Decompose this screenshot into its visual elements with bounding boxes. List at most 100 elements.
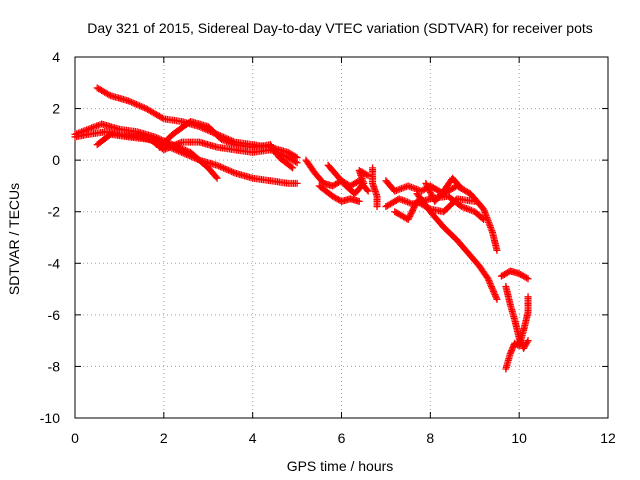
data-point [489, 286, 497, 294]
data-point [524, 293, 532, 301]
data-point [422, 179, 430, 187]
series-track-12 [391, 195, 479, 223]
data-point [220, 164, 228, 172]
tick-labels: 0 2 4 6 8 10 12 -10 -8 -6 -4 -2 0 2 4 [40, 49, 616, 446]
data-point [411, 202, 419, 210]
data-point [452, 196, 460, 204]
data-point [292, 158, 300, 166]
data-point [137, 102, 145, 110]
data-point [165, 144, 173, 152]
data-point [154, 134, 162, 142]
y-tick-label: -8 [48, 358, 61, 374]
data-point [491, 291, 499, 299]
data-point [410, 203, 418, 211]
data-point [485, 278, 493, 286]
data-point [484, 275, 492, 283]
series-track-15 [497, 267, 532, 283]
data-point [136, 102, 144, 110]
data-point [456, 183, 464, 191]
data-point [160, 146, 168, 154]
data-point [228, 168, 236, 176]
data-point [424, 184, 432, 192]
data-point [486, 280, 494, 288]
data-point [485, 276, 493, 284]
grid-lines [75, 57, 608, 418]
data-point [456, 202, 464, 210]
data-point [129, 99, 137, 107]
data-point [406, 212, 414, 220]
data-point [490, 287, 498, 295]
data-point [186, 152, 194, 160]
data-point [126, 98, 134, 106]
series-track-14 [413, 190, 501, 303]
data-point [163, 144, 171, 152]
data-point [373, 203, 381, 211]
y-axis-label: SDTVAR / TECUs [6, 183, 22, 295]
data-point [483, 273, 491, 281]
data-point [176, 148, 184, 156]
data-point [404, 215, 412, 223]
data-point [293, 179, 301, 187]
data-point [490, 289, 498, 297]
data-point [287, 163, 295, 171]
data-point [105, 91, 113, 99]
data-point [176, 139, 184, 147]
data-point [173, 140, 181, 148]
data-point [221, 165, 229, 173]
data-point [363, 186, 371, 194]
x-tick-label: 10 [511, 430, 527, 446]
data-point [409, 205, 417, 213]
data-point [128, 98, 136, 106]
series-track-7 [324, 161, 372, 198]
data-point [426, 188, 434, 196]
data-point [192, 155, 200, 163]
data-point [181, 150, 189, 158]
data-point [139, 103, 147, 111]
data-point [355, 197, 363, 205]
data-point [178, 148, 186, 156]
data-point [427, 190, 435, 198]
data-point [457, 185, 465, 193]
data-point [364, 172, 372, 180]
data-point [174, 147, 182, 155]
data-point [226, 167, 234, 175]
data-point [191, 154, 199, 162]
data-point [364, 187, 372, 195]
x-tick-label: 6 [338, 430, 346, 446]
data-point [179, 149, 187, 157]
x-tick-label: 4 [249, 430, 257, 446]
data-point [408, 208, 416, 216]
data-point [218, 163, 226, 171]
data-point [471, 197, 479, 205]
data-point [493, 246, 501, 254]
data-point [293, 159, 301, 167]
data-point [492, 294, 500, 302]
data-point [423, 182, 431, 190]
data-point [189, 153, 197, 161]
data-point [524, 275, 532, 283]
data-point [283, 153, 291, 161]
data-point [124, 97, 132, 105]
data-point [213, 161, 221, 169]
series-track-9 [369, 164, 381, 211]
data-point [493, 295, 501, 303]
data-point [158, 114, 166, 122]
data-markers [71, 84, 532, 373]
series-track-8 [315, 182, 363, 205]
y-tick-label: -6 [48, 307, 61, 323]
data-point [216, 163, 224, 171]
data-point [229, 168, 237, 176]
y-tick-label: -10 [40, 410, 60, 426]
chart-title: Day 321 of 2015, Sidereal Day-to-day VTE… [87, 20, 593, 36]
data-point [171, 141, 179, 149]
series-track-17 [502, 293, 532, 373]
data-point [426, 187, 434, 195]
data-point [173, 146, 181, 154]
data-point [409, 206, 417, 214]
data-point [405, 214, 413, 222]
data-point [168, 142, 176, 150]
data-point [407, 209, 415, 217]
data-point [363, 171, 371, 179]
